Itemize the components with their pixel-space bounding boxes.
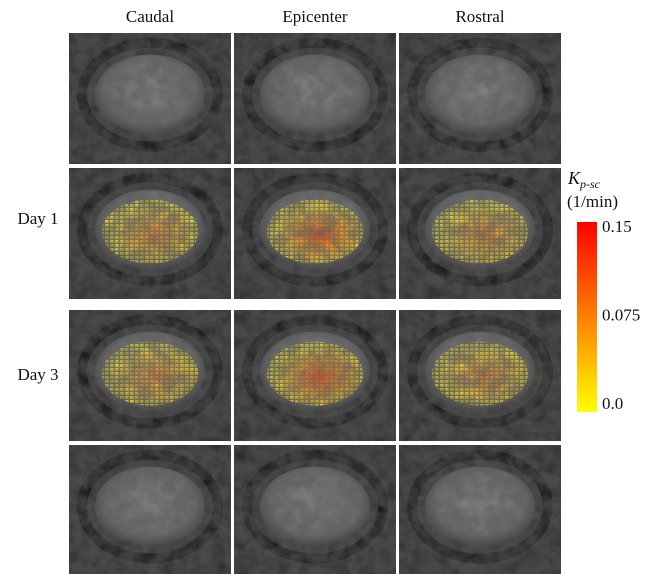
panel-texture xyxy=(399,445,561,574)
mri-panel xyxy=(234,310,396,441)
panel-texture xyxy=(234,310,396,441)
mri-panel xyxy=(69,310,231,441)
panel-texture xyxy=(399,33,561,164)
colorbar-title: Kp-sc xyxy=(567,168,601,191)
column-header: Rostral xyxy=(455,7,504,26)
colorbar-symbol: K xyxy=(567,168,581,188)
panel-texture xyxy=(69,310,231,441)
mri-panel xyxy=(69,33,231,164)
mri-panel xyxy=(234,445,396,574)
colorbar xyxy=(577,222,597,412)
panel-texture xyxy=(399,310,561,441)
column-header: Caudal xyxy=(126,7,174,26)
colorbar-subscript: p-sc xyxy=(579,177,601,191)
panel-texture xyxy=(69,445,231,574)
mri-panel xyxy=(69,445,231,574)
colorbar-unit: (1/min) xyxy=(567,192,618,211)
image-grid xyxy=(69,33,561,574)
panel-texture xyxy=(234,445,396,574)
colorbar-tick-label: 0.075 xyxy=(602,305,640,324)
colorbar-tick-label: 0.15 xyxy=(602,217,632,236)
panel-texture xyxy=(69,168,231,299)
panel-texture xyxy=(234,33,396,164)
panel-texture xyxy=(234,168,396,299)
row-label: Day 1 xyxy=(17,209,58,228)
mri-panel xyxy=(399,33,561,164)
row-label: Day 3 xyxy=(17,365,58,384)
figure: Caudal Epicenter Rostral Day 1 Day 3 Kp-… xyxy=(0,0,658,574)
mri-panel xyxy=(69,168,231,299)
mri-panel xyxy=(234,168,396,299)
mri-panel xyxy=(399,310,561,441)
colorbar-tick-label: 0.0 xyxy=(602,394,623,413)
column-header: Epicenter xyxy=(282,7,347,26)
mri-panel xyxy=(399,168,561,299)
panel-texture xyxy=(399,168,561,299)
mri-panel xyxy=(234,33,396,164)
panel-texture xyxy=(69,33,231,164)
mri-panel xyxy=(399,445,561,574)
colorbar-ticks: 0.15 0.075 0.0 xyxy=(602,217,640,413)
